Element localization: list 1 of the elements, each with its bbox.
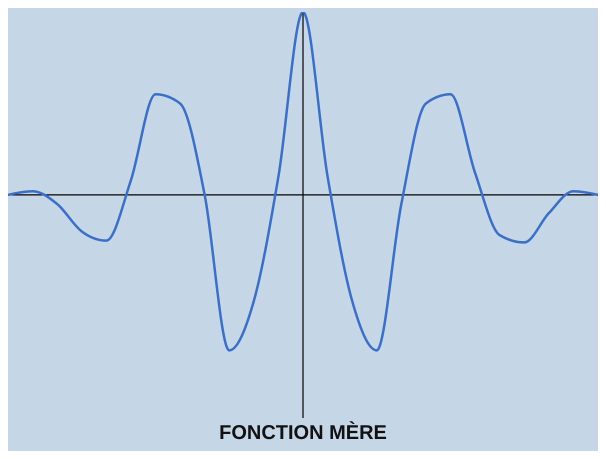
x-axis-title: FONCTION MÈRE [218,422,388,445]
